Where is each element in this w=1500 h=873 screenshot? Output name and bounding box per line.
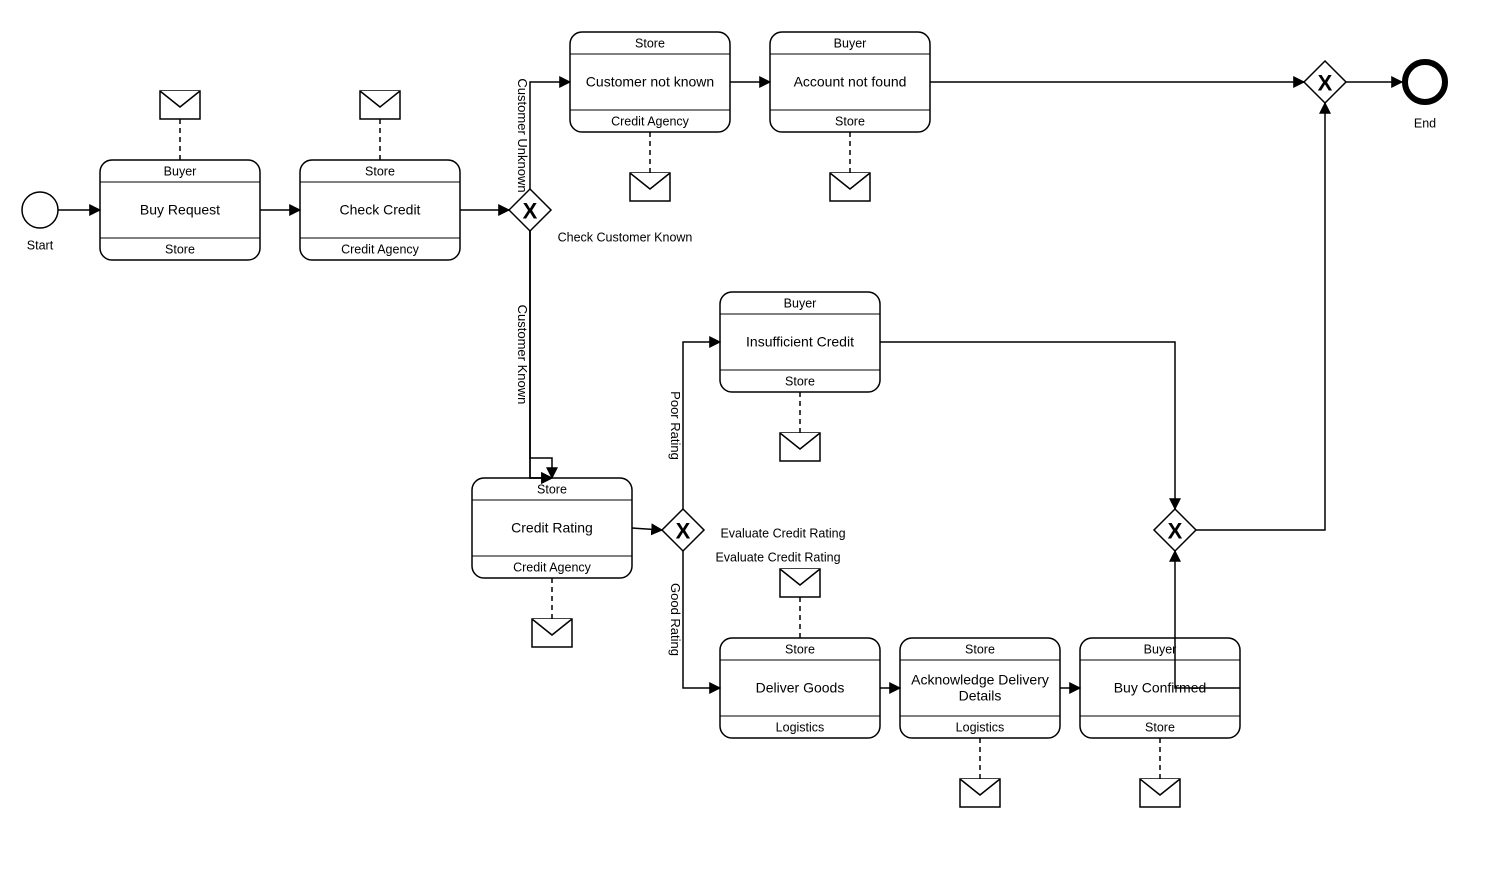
message-icon [160,91,200,119]
message-icon [960,779,1000,807]
message-icon [630,173,670,201]
svg-text:Logistics: Logistics [776,720,825,734]
message-icon [780,433,820,461]
end-event [1405,62,1445,102]
svg-text:Check Customer Known: Check Customer Known [558,230,693,244]
svg-text:Insufficient Credit: Insufficient Credit [746,334,854,350]
sequence-flow [530,231,552,478]
task-t5: Store Credit Agency Credit Rating [472,478,632,619]
sequence-flow [880,342,1175,509]
gateway-g4: X [1304,61,1346,103]
svg-text:Poor Rating: Poor Rating [668,391,683,460]
sequence-flow [683,551,720,688]
svg-text:Credit Agency: Credit Agency [513,560,592,574]
message-icon [1140,779,1180,807]
svg-text:Check Credit: Check Credit [340,202,421,218]
task-t6: Buyer Store Insufficient Credit [720,292,880,433]
start-event [22,192,58,228]
svg-text:Store: Store [537,482,567,496]
svg-text:Store: Store [365,164,395,178]
svg-text:Customer Known: Customer Known [515,305,530,405]
task-t1: Buyer Store Buy Request [100,119,260,260]
svg-text:Store: Store [785,374,815,388]
sequence-flow [530,231,552,478]
svg-text:Store: Store [635,36,665,50]
svg-text:Credit Agency: Credit Agency [611,114,690,128]
task-t8: Store Logistics Acknowledge DeliveryDetail… [900,638,1060,779]
message-icon [532,619,572,647]
svg-text:Credit Rating: Credit Rating [511,520,593,536]
svg-text:Acknowledge Delivery: Acknowledge Delivery [911,672,1049,688]
message-icon [780,569,820,597]
bpmn-diagram: Start End Buyer Store Buy Request Store Credit… [0,0,1500,873]
svg-text:Store: Store [165,242,195,256]
svg-text:Good Rating: Good Rating [668,583,683,656]
svg-text:Store: Store [965,642,995,656]
svg-text:Evaluate Credit Rating: Evaluate Credit Rating [720,526,845,540]
svg-text:X: X [523,199,538,224]
svg-text:Evaluate Credit Rating: Evaluate Credit Rating [715,550,840,564]
task-t3: Store Credit Agency Customer not known [570,32,730,173]
task-t7: Store Logistics Deliver Goods [720,597,880,738]
svg-text:Customer Unknown: Customer Unknown [515,78,530,192]
svg-text:Buyer: Buyer [164,164,197,178]
svg-text:Logistics: Logistics [956,720,1005,734]
svg-text:X: X [1168,519,1183,544]
task-t4: Buyer Store Account not found [770,32,930,173]
svg-text:Store: Store [785,642,815,656]
svg-text:Buyer: Buyer [834,36,867,50]
svg-text:X: X [1318,71,1333,96]
svg-text:X: X [676,519,691,544]
message-icon [360,91,400,119]
sequence-flow [683,342,720,509]
svg-text:Account not found: Account not found [794,74,907,90]
svg-text:Store: Store [1145,720,1175,734]
sequence-flow [1196,103,1325,530]
task-t2: Store Credit Agency Check Credit [300,119,460,260]
sequence-flow [530,82,570,189]
svg-text:End: End [1414,116,1436,130]
svg-text:Store: Store [835,114,865,128]
svg-text:Credit Agency: Credit Agency [341,242,420,256]
task-t9: BuyerStoreBuy Confirmed [1080,638,1240,779]
svg-text:Buy Request: Buy Request [140,202,220,218]
message-icon [830,173,870,201]
svg-text:Deliver Goods: Deliver Goods [756,680,845,696]
svg-text:Start: Start [27,238,54,252]
svg-text:Buyer: Buyer [784,296,817,310]
sequence-flow [632,528,662,530]
gateway-g3: X [1154,509,1196,551]
svg-text:Customer not known: Customer not known [586,74,714,90]
svg-text:Details: Details [959,688,1002,704]
svg-text:Buyer: Buyer [1144,642,1177,656]
